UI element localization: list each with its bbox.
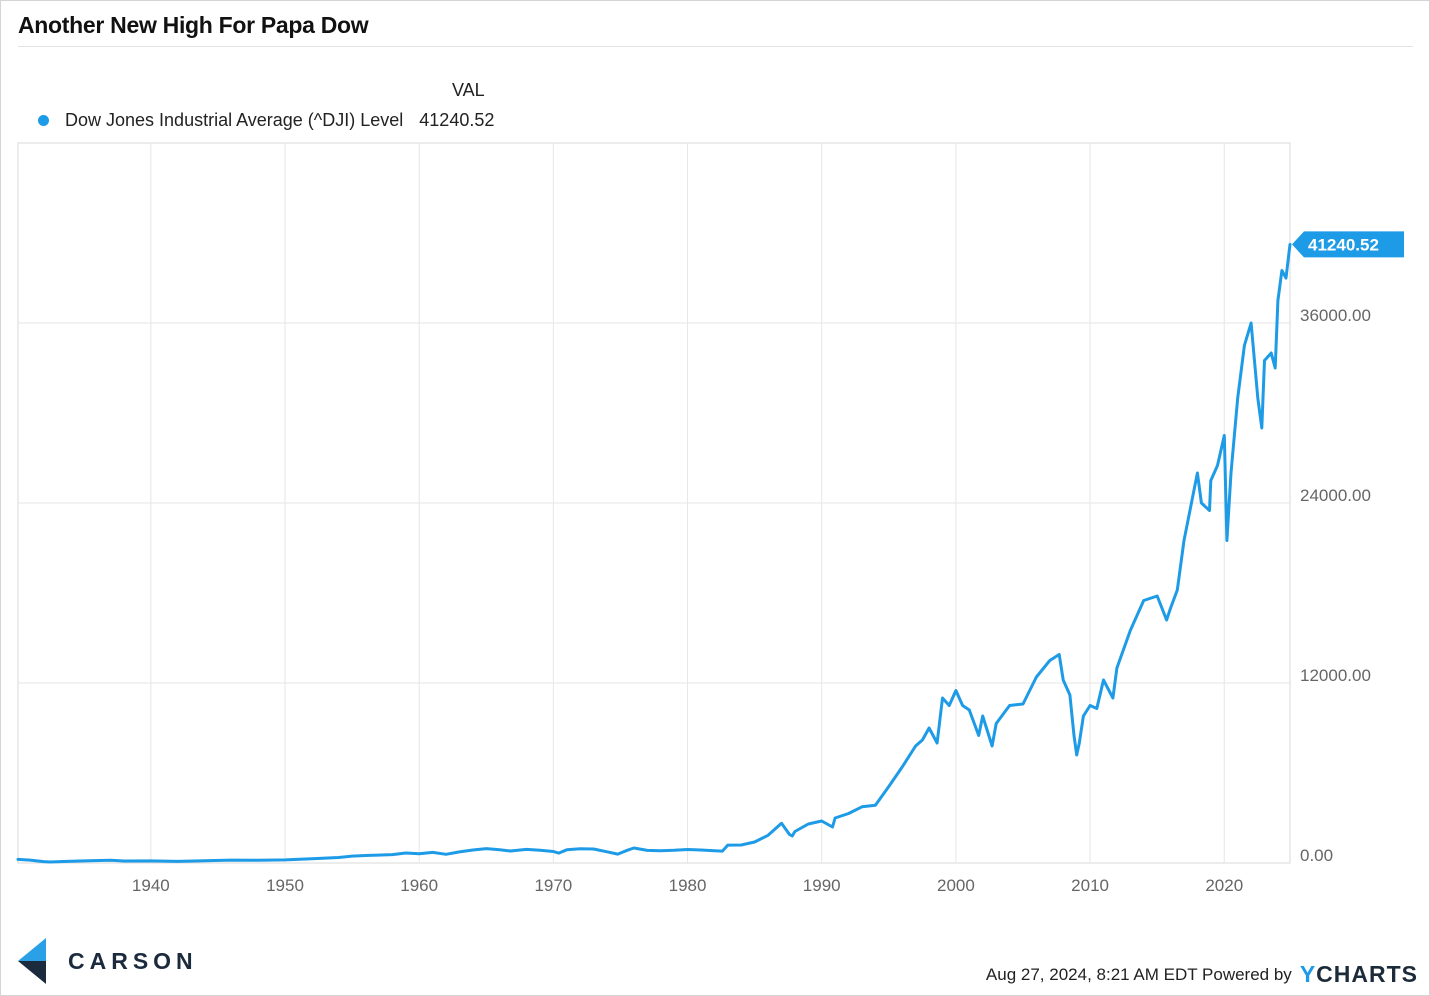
ycharts-logo: Y CHARTS [1300,961,1418,988]
y-axis-tick-labels: 0.00 12000.00 24000.00 36000.00 [1300,306,1371,865]
series-line-dji [16,242,1292,864]
x-tick-label: 1980 [669,876,707,895]
legend-entry[interactable]: Dow Jones Industrial Average (^DJI) Leve… [38,108,494,132]
legend-column-header: VAL [452,80,485,100]
x-tick-label: 2000 [937,876,975,895]
y-tick-label: 24000.00 [1300,486,1371,505]
timestamp-powered-by: Aug 27, 2024, 8:21 AM EDT Powered by [985,964,1292,984]
legend-series-value: 41240.52 [419,109,495,130]
x-tick-label: 2020 [1205,876,1243,895]
carson-logo: CARSON [18,938,198,984]
x-tick-label: 1970 [534,876,572,895]
y-tick-label: 12000.00 [1300,666,1371,685]
x-tick-label: 1950 [266,876,304,895]
x-tick-label: 1960 [400,876,438,895]
title-divider [18,46,1413,47]
carson-logo-text: CARSON [68,947,198,974]
y-tick-label: 0.00 [1300,846,1333,865]
y-tick-label: 36000.00 [1300,306,1371,325]
y-gridlines [18,322,1290,684]
footer: Aug 27, 2024, 8:21 AM EDT Powered by Y CH… [986,961,1418,988]
legend-series-label: Dow Jones Industrial Average (^DJI) Leve… [65,109,404,130]
x-axis-tick-labels: 1940 1950 1960 1970 1980 1990 2000 2010 2020 [132,876,1243,895]
last-value-badge-label: 41240.52 [1308,235,1379,254]
last-value-badge: 41240.52 [1292,231,1404,258]
legend-series-dot [38,114,49,126]
ycharts-logo-text: CHARTS [1316,961,1418,987]
chart-title: Another New High For Papa Dow [18,12,369,38]
last-value-badge-shape [1292,231,1404,258]
x-tick-label: 1940 [132,876,170,895]
ycharts-logo-y: Y [1299,961,1317,987]
x-tick-label: 2010 [1071,876,1109,895]
x-tick-label: 1990 [803,876,841,895]
carson-chevron-icon [18,938,46,984]
